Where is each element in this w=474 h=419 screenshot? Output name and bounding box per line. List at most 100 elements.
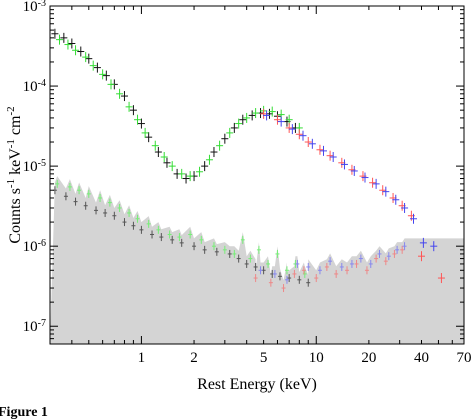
data-point <box>222 245 227 254</box>
data-point <box>314 274 319 283</box>
data-point <box>288 124 296 135</box>
data-point <box>55 179 60 188</box>
data-point <box>192 242 197 251</box>
data-point <box>135 214 140 223</box>
x-tick-label: 40 <box>414 350 429 366</box>
data-point <box>277 116 285 127</box>
data-point <box>372 178 380 189</box>
data-point <box>214 247 219 256</box>
data-point <box>201 161 209 172</box>
x-tick-label: 20 <box>361 350 376 366</box>
data-point <box>260 108 268 119</box>
data-point <box>368 259 373 268</box>
data-point <box>284 266 289 275</box>
data-point <box>179 238 184 247</box>
data-point <box>63 192 68 201</box>
data-point <box>392 249 397 258</box>
data-point <box>395 245 400 254</box>
data-point <box>60 32 68 43</box>
data-point <box>354 259 359 268</box>
data-point <box>401 202 409 213</box>
data-point <box>102 70 110 81</box>
data-point <box>182 173 190 184</box>
data-point <box>324 262 329 271</box>
data-point <box>304 137 312 148</box>
data-point <box>116 88 124 99</box>
data-point <box>383 257 388 266</box>
series-7 <box>258 242 407 284</box>
data-point <box>430 241 438 252</box>
data-point <box>178 168 186 179</box>
data-point <box>216 140 224 151</box>
data-point <box>107 198 112 207</box>
data-point <box>266 259 271 268</box>
data-point <box>244 259 249 268</box>
data-point <box>364 266 369 275</box>
data-point <box>77 186 82 195</box>
data-point <box>82 52 90 63</box>
data-point <box>134 114 142 125</box>
data-point <box>339 262 344 271</box>
data-point <box>268 278 273 287</box>
data-point <box>117 203 122 212</box>
data-point <box>51 28 59 39</box>
data-point <box>340 159 348 170</box>
data-point <box>236 254 241 263</box>
data-point <box>151 140 159 151</box>
data-series-layer <box>51 28 445 293</box>
background-shaded-area <box>50 176 464 344</box>
x-tick-label: 70 <box>457 350 472 366</box>
data-point <box>410 213 418 224</box>
data-point <box>361 172 369 183</box>
y-title-segment: cm <box>7 115 24 139</box>
data-point <box>284 275 289 284</box>
data-point <box>107 79 115 90</box>
data-point <box>94 206 99 215</box>
data-point <box>240 235 245 244</box>
data-point <box>177 233 182 242</box>
x-tick-label: 1 <box>138 350 146 366</box>
data-point <box>167 230 172 239</box>
data-point <box>379 185 387 196</box>
data-point <box>285 122 293 133</box>
data-point <box>160 151 168 162</box>
data-point <box>112 211 117 220</box>
data-point <box>268 106 276 117</box>
x-tick-label: 5 <box>260 350 268 366</box>
data-point <box>73 197 78 206</box>
y-title-exponent: -1 <box>5 139 17 148</box>
data-point <box>227 249 232 258</box>
data-point <box>103 208 108 217</box>
data-point <box>226 127 234 138</box>
data-point <box>68 38 76 49</box>
data-point <box>295 129 303 140</box>
data-point <box>345 266 350 275</box>
data-point <box>308 138 316 149</box>
data-point <box>145 132 153 143</box>
data-point <box>252 108 260 119</box>
data-point <box>93 62 101 73</box>
data-point <box>125 101 133 112</box>
data-point <box>186 171 194 182</box>
data-point <box>67 182 72 191</box>
data-point <box>86 189 91 198</box>
data-point <box>400 245 405 254</box>
data-point <box>139 225 144 234</box>
series-6 <box>253 245 405 293</box>
data-point <box>129 105 137 116</box>
series-1 <box>56 34 303 182</box>
axis-tick-labels: 1 2 5 10 20 40 70 10-7 10-6 10-5 10-4 10-3 <box>23 0 472 366</box>
data-point <box>159 233 164 242</box>
data-point <box>72 45 80 56</box>
data-point <box>202 245 207 254</box>
y-tick-label: 10-7 <box>23 318 46 336</box>
data-point <box>85 53 93 64</box>
data-point <box>141 127 149 138</box>
data-point <box>418 251 426 262</box>
data-point <box>248 110 256 121</box>
y-tick-label: 10-5 <box>23 158 46 176</box>
data-point <box>369 177 377 188</box>
data-point <box>77 46 85 57</box>
data-point <box>89 60 97 71</box>
